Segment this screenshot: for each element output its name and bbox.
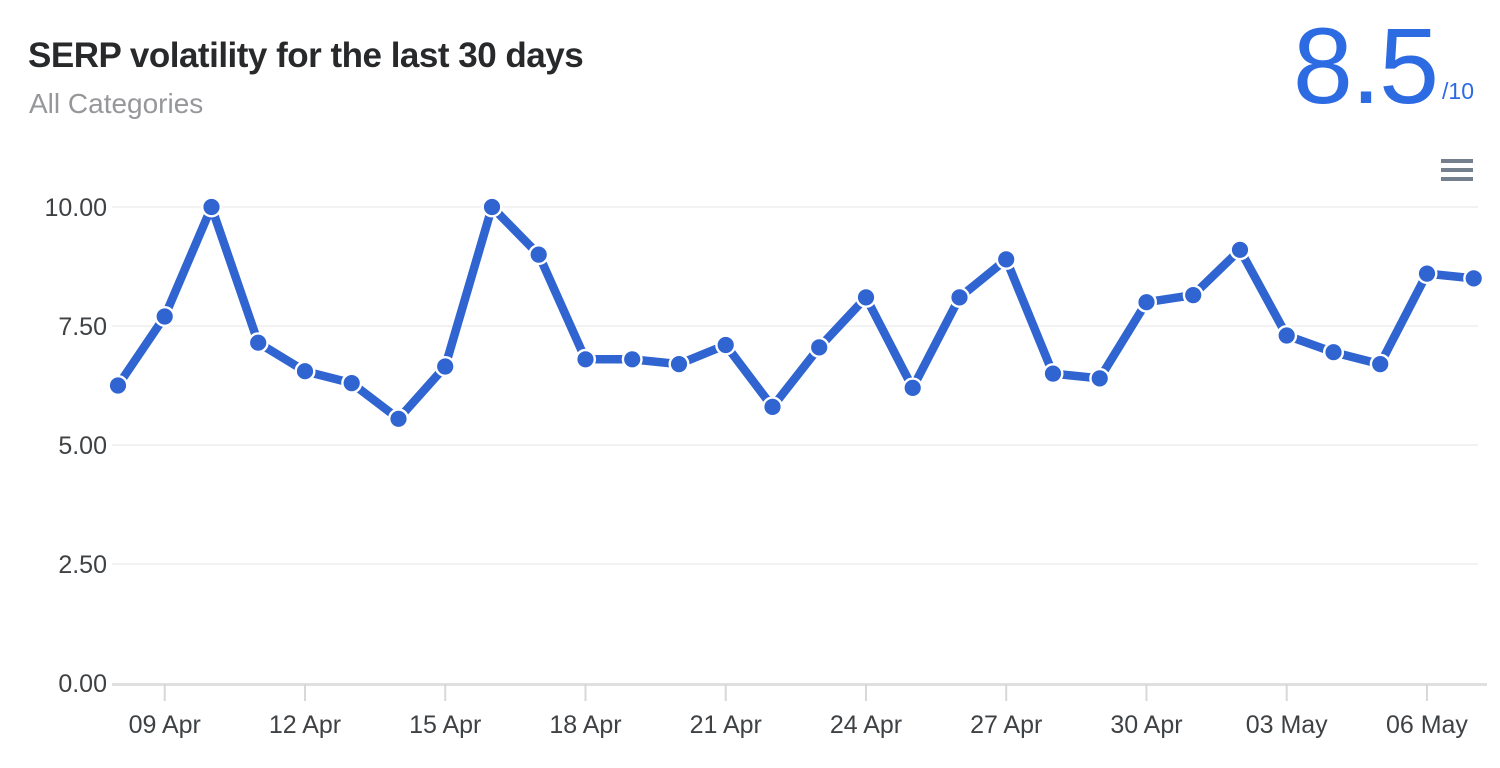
data-point-marker[interactable] (1276, 325, 1298, 347)
x-axis-label: 09 Apr (129, 711, 201, 739)
data-point-marker[interactable] (902, 377, 924, 399)
data-point-marker[interactable] (995, 248, 1017, 270)
data-point-marker[interactable] (855, 286, 877, 308)
data-point-marker[interactable] (341, 372, 363, 394)
x-axis-label: 30 Apr (1110, 711, 1182, 739)
chart-menu-button[interactable] (1436, 153, 1478, 187)
category-subtitle: All Categories (29, 88, 204, 119)
data-point-marker[interactable] (715, 334, 737, 356)
x-axis-label: 06 May (1386, 711, 1468, 739)
data-point-marker[interactable] (668, 353, 690, 375)
data-point-marker[interactable] (528, 244, 550, 266)
x-axis-label: 03 May (1246, 711, 1328, 739)
data-point-marker[interactable] (575, 348, 597, 370)
data-point-marker[interactable] (1229, 239, 1251, 261)
data-point-marker[interactable] (1089, 367, 1111, 389)
x-axis-label: 18 Apr (549, 711, 621, 739)
y-axis-label: 0.00 (58, 670, 107, 698)
data-point-marker[interactable] (1042, 363, 1064, 385)
y-axis-label: 10.00 (44, 194, 107, 222)
data-point-marker[interactable] (1463, 267, 1485, 289)
score-denominator: /10 (1442, 78, 1474, 104)
score-value: 8.5 (1292, 5, 1439, 126)
hamburger-icon (1441, 159, 1473, 181)
data-point-marker[interactable] (107, 375, 129, 397)
data-point-marker[interactable] (434, 356, 456, 378)
data-point-marker[interactable] (1369, 353, 1391, 375)
volatility-score: 8.5 /10 (1293, 12, 1474, 120)
y-axis-label: 2.50 (58, 551, 107, 579)
data-point-marker[interactable] (481, 196, 503, 218)
data-point-marker[interactable] (1322, 341, 1344, 363)
x-axis-label: 21 Apr (690, 711, 762, 739)
data-point-marker[interactable] (1416, 263, 1438, 285)
data-point-marker[interactable] (621, 348, 643, 370)
data-point-marker[interactable] (200, 196, 222, 218)
y-axis-label: 7.50 (58, 313, 107, 341)
data-point-marker[interactable] (808, 336, 830, 358)
data-point-marker[interactable] (388, 408, 410, 430)
data-point-marker[interactable] (1135, 291, 1157, 313)
data-point-marker[interactable] (294, 360, 316, 382)
x-axis-label: 24 Apr (830, 711, 902, 739)
x-axis-label: 15 Apr (409, 711, 481, 739)
x-axis-label: 27 Apr (970, 711, 1042, 739)
data-point-marker[interactable] (949, 286, 971, 308)
page-title: SERP volatility for the last 30 days (28, 36, 584, 75)
series-line (113, 202, 1478, 424)
y-axis-label: 5.00 (58, 432, 107, 460)
data-point-marker[interactable] (247, 332, 269, 354)
x-axis-label: 12 Apr (269, 711, 341, 739)
data-point-marker[interactable] (154, 306, 176, 328)
data-point-marker[interactable] (1182, 284, 1204, 306)
data-point-marker[interactable] (762, 396, 784, 418)
